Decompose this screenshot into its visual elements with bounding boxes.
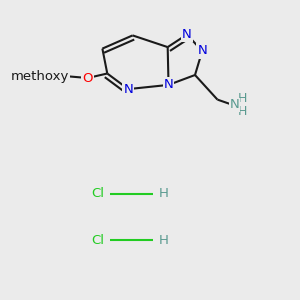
Text: N: N xyxy=(197,44,207,58)
Text: O: O xyxy=(82,71,93,85)
Text: Cl: Cl xyxy=(92,187,104,200)
Text: H: H xyxy=(159,233,169,247)
Text: methoxy: methoxy xyxy=(11,70,69,83)
Text: N: N xyxy=(182,28,192,41)
Text: Cl: Cl xyxy=(92,233,104,247)
Text: N: N xyxy=(123,82,133,96)
Text: methoxy: methoxy xyxy=(65,76,72,77)
Text: H: H xyxy=(238,92,248,105)
Text: H: H xyxy=(238,105,248,118)
Text: N: N xyxy=(164,78,173,92)
Text: N: N xyxy=(229,98,239,111)
Text: H: H xyxy=(159,187,169,200)
